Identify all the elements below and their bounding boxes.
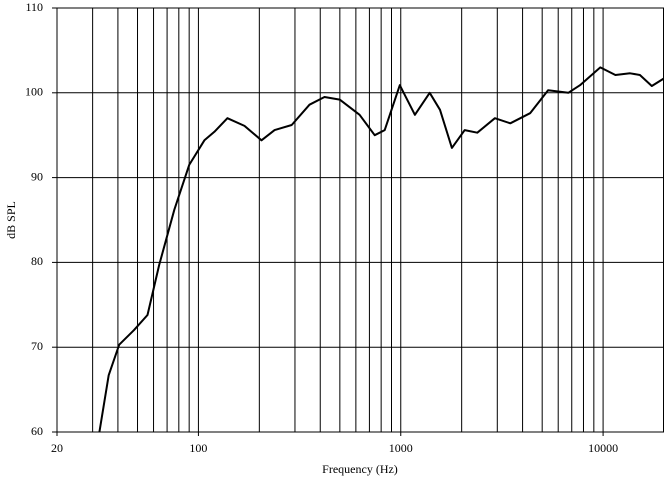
x-tick-label: 100	[189, 441, 207, 455]
y-axis-label: dB SPL	[4, 201, 18, 239]
y-tick-label: 80	[31, 254, 43, 268]
y-tick-label: 60	[31, 424, 43, 438]
x-tick-label: 1000	[389, 441, 413, 455]
response-line	[98, 66, 664, 432]
x-tick-label: 10000	[588, 441, 618, 455]
y-tick-label: 110	[25, 0, 43, 14]
x-tick-label: 20	[51, 441, 63, 455]
y-tick-label: 100	[25, 85, 43, 99]
plot-frame	[56, 7, 664, 433]
y-tick-label: 70	[31, 339, 43, 353]
y-tick-label: 90	[31, 169, 43, 183]
x-axis-label: Frequency (Hz)	[322, 462, 398, 476]
